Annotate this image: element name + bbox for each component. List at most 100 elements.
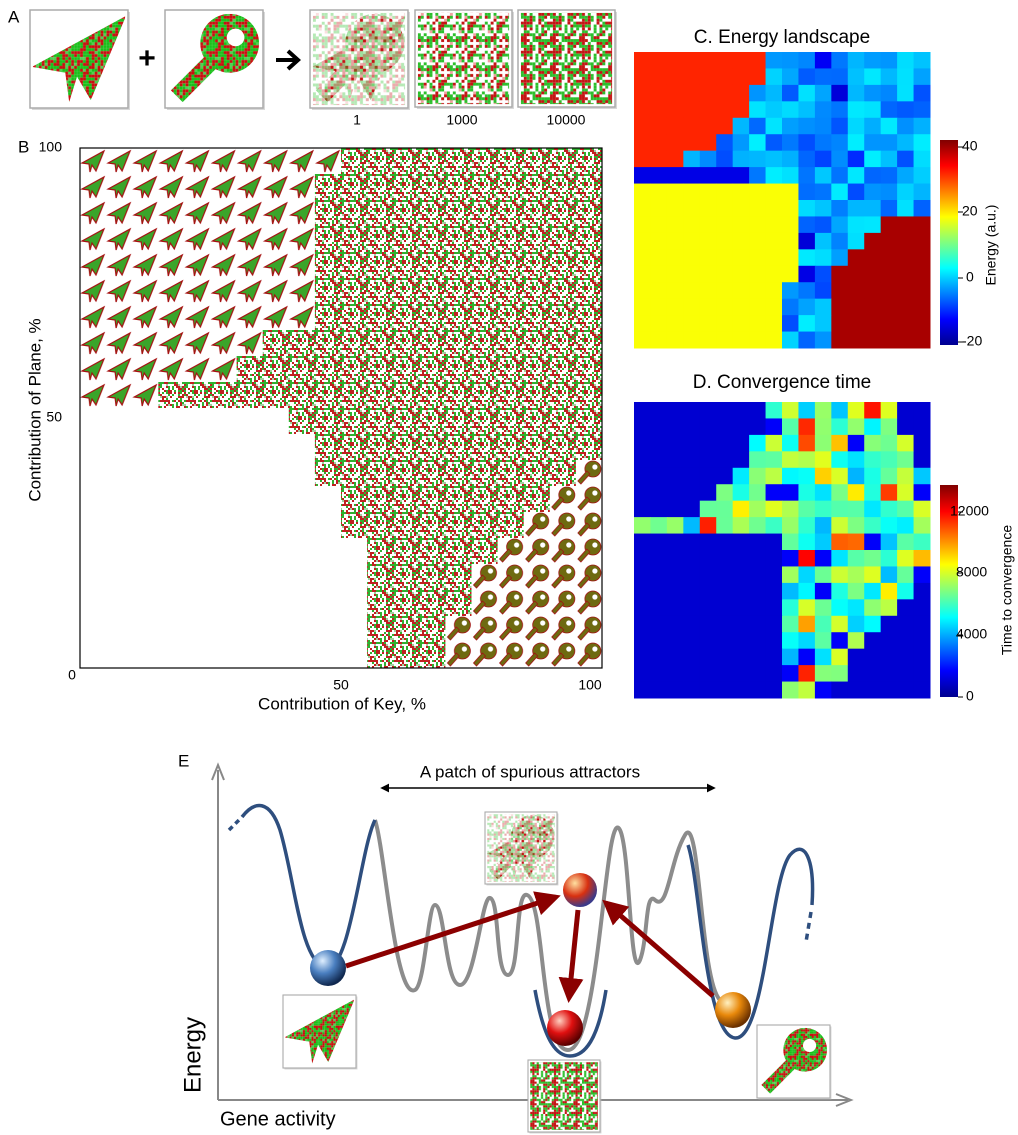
heat-cell (831, 249, 849, 267)
heat-cell (732, 533, 750, 551)
heat-cell (749, 517, 767, 535)
heat-cell (716, 134, 734, 152)
heat-cell (847, 615, 865, 633)
heat-cell (913, 566, 931, 584)
heat-cell (864, 665, 882, 683)
heat-cell (782, 331, 799, 349)
heat-cell (831, 665, 849, 683)
heat-cell (732, 632, 750, 650)
heat-cell (913, 282, 931, 300)
heat-cell (699, 533, 717, 551)
heat-cell (666, 665, 684, 683)
heat-cell (798, 615, 816, 633)
heat-cell (880, 265, 898, 283)
noise-tiles (158, 382, 603, 408)
panel-title: C. Energy landscape (694, 27, 870, 48)
heat-cell (765, 117, 783, 135)
heat-cell (831, 68, 849, 86)
heat-cell (749, 167, 767, 185)
heat-cell (847, 216, 865, 234)
heat-cell (699, 84, 717, 102)
colorbar-tick-label: 0 (966, 269, 974, 285)
heat-cell (650, 282, 668, 300)
heat-cell (683, 167, 701, 185)
heat-cell (782, 298, 799, 316)
heat-cell (814, 200, 832, 217)
heat-cell (683, 665, 701, 683)
heat-cell (650, 550, 668, 567)
heat-cell (864, 265, 882, 283)
heat-cell (650, 533, 668, 551)
heat-cell (650, 467, 668, 485)
heat-cell (880, 517, 898, 535)
heat-cell (634, 183, 651, 201)
heat-cell (732, 550, 750, 567)
heat-cell (847, 68, 865, 86)
key-tiles (445, 616, 602, 642)
heat-cell (897, 517, 915, 535)
heat-cell (847, 249, 865, 267)
images (29, 9, 832, 1134)
heatmap (634, 402, 931, 699)
colorbar-ticks (958, 511, 963, 698)
heat-cell (765, 648, 783, 666)
heat-cell (798, 467, 816, 485)
heat-cell (683, 282, 701, 300)
heat-cell (732, 249, 750, 267)
heat-cell (814, 632, 832, 650)
ball (563, 873, 597, 907)
heat-cell (864, 331, 882, 349)
heat-cell (666, 232, 684, 250)
heat-cell (782, 183, 799, 201)
heat-cell (650, 500, 668, 518)
noise-tiles (367, 642, 446, 668)
heat-cell (782, 665, 799, 683)
colorbar-tick-label: 0 (966, 688, 974, 704)
heat-cell (666, 648, 684, 666)
heat-cell (716, 167, 734, 185)
heat-cell (699, 451, 717, 469)
heat-cell (880, 298, 898, 316)
pattern-image (164, 9, 265, 110)
heat-cell (864, 183, 882, 201)
heat-cell (699, 550, 717, 567)
heat-cell (847, 533, 865, 551)
heat-cell (634, 315, 651, 333)
heat-cell (650, 167, 668, 185)
heat-cell (831, 418, 849, 436)
heat-cell (650, 117, 668, 135)
heat-cell (913, 216, 931, 234)
heat-cell (749, 484, 767, 502)
heat-cell (683, 632, 701, 650)
heat-cell (798, 402, 816, 419)
heat-cell (683, 615, 701, 633)
heat-cell (880, 282, 898, 300)
heat-cell (749, 282, 767, 300)
heat-cell (650, 134, 668, 152)
heat-cell (699, 632, 717, 650)
heat-cell (749, 101, 767, 119)
heat-cell (864, 451, 882, 469)
noise-tiles (288, 408, 602, 434)
plane-tiles (80, 304, 315, 330)
heat-cell (913, 434, 931, 452)
heat-cell (765, 615, 783, 633)
heat-cell (880, 632, 898, 650)
heat-cell (732, 402, 750, 419)
heat-cell (880, 216, 898, 234)
heat-cell (897, 117, 915, 135)
heat-cell (716, 632, 734, 650)
heat-cell (666, 117, 684, 135)
heat-cell (634, 500, 651, 518)
heat-cell (831, 167, 849, 185)
heat-cell (913, 648, 931, 666)
heat-cell (765, 632, 783, 650)
heat-cell (897, 550, 915, 567)
heat-cell (699, 200, 717, 217)
heat-cell (650, 298, 668, 316)
heat-cell (749, 648, 767, 666)
annotation: A patch of spurious attractors (420, 762, 640, 781)
heat-cell (913, 331, 931, 349)
y-axis-label: Contribution of Plane, % (25, 318, 44, 501)
heat-cell (880, 183, 898, 201)
